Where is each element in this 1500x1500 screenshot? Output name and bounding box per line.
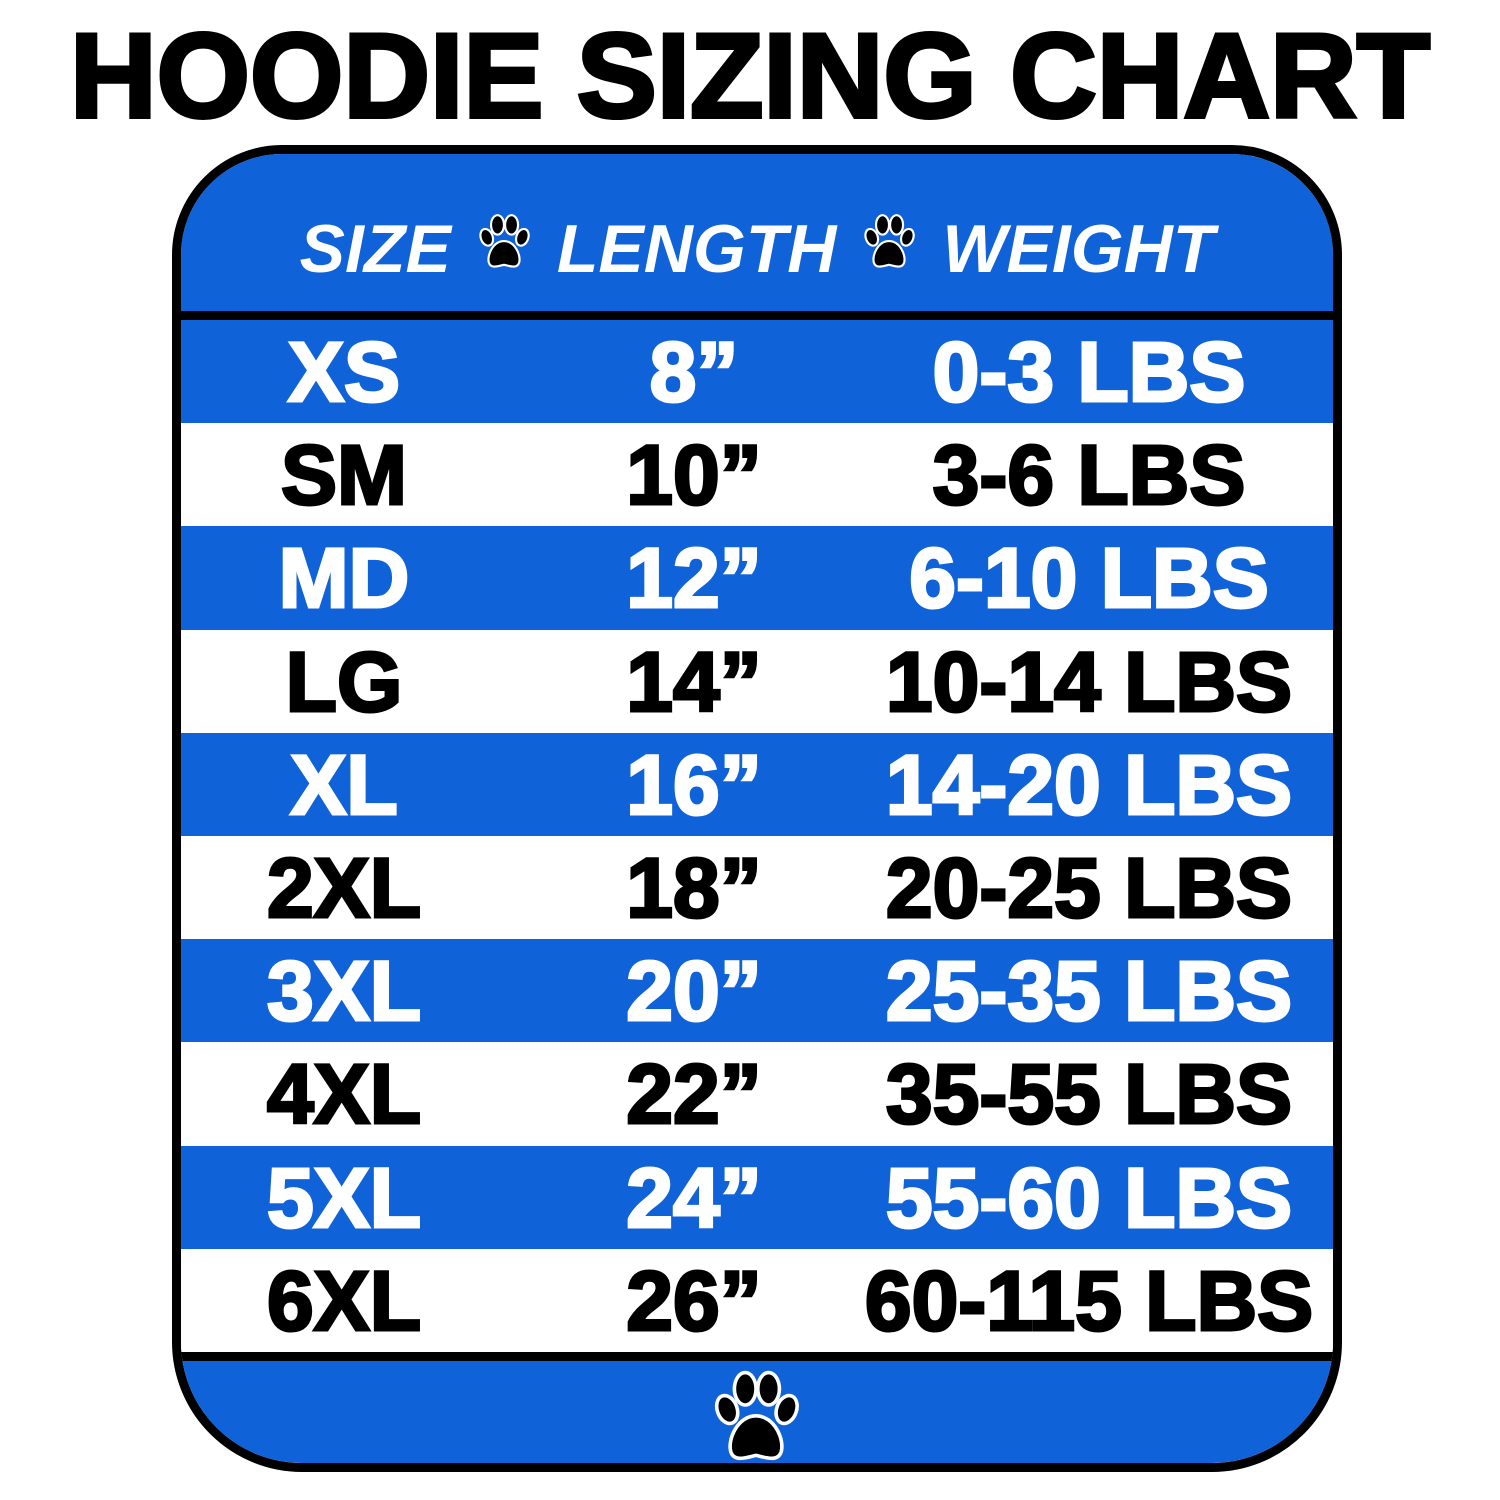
- weight-cell: 3-6 LBS: [931, 428, 1247, 523]
- size-cell: MD: [277, 531, 411, 626]
- table-row: SM 10” 3-6 LBS: [181, 423, 1333, 527]
- table-row: 2XL 18” 20-25 LBS: [181, 835, 1333, 940]
- length-cell: 12”: [625, 531, 763, 626]
- size-cell: SM: [280, 428, 409, 523]
- weight-cell: 20-25 LBS: [884, 840, 1293, 935]
- table-footer: [181, 1352, 1333, 1463]
- table-row: XS 8” 0-3 LBS: [181, 320, 1333, 424]
- paw-print-icon: [862, 209, 916, 289]
- length-cell: 26”: [625, 1253, 763, 1348]
- table-row: 4XL 22” 35-55 LBS: [181, 1042, 1333, 1146]
- size-cell: 3XL: [265, 944, 422, 1039]
- length-cell: 20”: [625, 944, 763, 1039]
- length-cell: 22”: [625, 1047, 763, 1142]
- length-cell: 14”: [625, 634, 763, 729]
- sizing-table: SIZE LENGTH WEIGHT XS 8” 0-3 LBS SM 10” 3-6 L…: [172, 145, 1342, 1472]
- weight-cell: 25-35 LBS: [884, 944, 1293, 1039]
- paw-print-icon: [477, 209, 531, 289]
- weight-cell: 60-115 LBS: [863, 1253, 1314, 1348]
- table-body: XS 8” 0-3 LBS SM 10” 3-6 LBS MD 12” 6-10 LBS LG 14…: [181, 320, 1333, 1352]
- length-cell: 16”: [625, 737, 763, 832]
- table-row: LG 14” 10-14 LBS: [181, 629, 1333, 733]
- length-cell: 10”: [625, 428, 763, 523]
- weight-cell: 6-10 LBS: [908, 531, 1270, 626]
- size-cell: 6XL: [265, 1253, 422, 1348]
- size-cell: XL: [289, 737, 399, 832]
- size-cell: 2XL: [265, 840, 422, 935]
- weight-cell: 35-55 LBS: [884, 1047, 1293, 1142]
- size-cell: 4XL: [265, 1047, 422, 1142]
- table-header: SIZE LENGTH WEIGHT: [181, 154, 1333, 320]
- header-length: LENGTH: [556, 211, 837, 287]
- length-cell: 8”: [648, 325, 740, 420]
- table-row: 6XL 26” 60-115 LBS: [181, 1248, 1333, 1352]
- size-cell: 5XL: [265, 1150, 422, 1245]
- size-cell: XS: [286, 325, 401, 420]
- header-weight: WEIGHT: [942, 211, 1215, 287]
- length-cell: 24”: [625, 1150, 763, 1245]
- table-row: XL 16” 14-20 LBS: [181, 732, 1333, 836]
- weight-cell: 0-3 LBS: [931, 325, 1247, 420]
- header-size: SIZE: [299, 211, 451, 287]
- weight-cell: 55-60 LBS: [884, 1150, 1293, 1245]
- weight-cell: 10-14 LBS: [884, 634, 1293, 729]
- table-row: 5XL 24” 55-60 LBS: [181, 1145, 1333, 1249]
- chart-title: HOODIE SIZING CHART: [68, 9, 1432, 143]
- length-cell: 18”: [625, 840, 763, 935]
- table-row: MD 12” 6-10 LBS: [181, 526, 1333, 630]
- table-row: 3XL 20” 25-35 LBS: [181, 939, 1333, 1043]
- size-cell: LG: [284, 634, 404, 729]
- paw-print-icon: [711, 1369, 801, 1463]
- weight-cell: 14-20 LBS: [884, 737, 1293, 832]
